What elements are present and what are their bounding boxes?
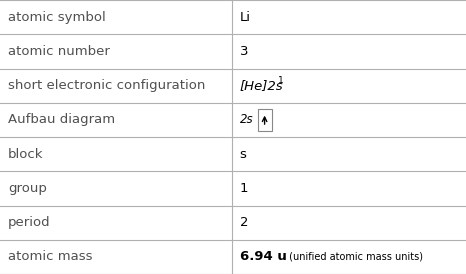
Text: 2s: 2s (240, 113, 253, 126)
Text: 3: 3 (240, 45, 248, 58)
Text: 1: 1 (278, 76, 283, 85)
Text: Li: Li (240, 11, 251, 24)
Text: block: block (8, 148, 43, 161)
Text: period: period (8, 216, 51, 229)
Text: atomic number: atomic number (8, 45, 110, 58)
Text: atomic symbol: atomic symbol (8, 11, 106, 24)
Text: Aufbau diagram: Aufbau diagram (8, 113, 115, 126)
Bar (258, 109, 272, 131)
Text: [He]2s: [He]2s (240, 79, 283, 92)
Text: atomic mass: atomic mass (8, 250, 92, 263)
Text: 2: 2 (240, 216, 248, 229)
Text: 6.94 u: 6.94 u (240, 250, 287, 263)
Text: s: s (240, 148, 247, 161)
Text: short electronic configuration: short electronic configuration (8, 79, 206, 92)
Text: 1: 1 (240, 182, 248, 195)
Text: group: group (8, 182, 47, 195)
Text: (unified atomic mass units): (unified atomic mass units) (286, 252, 423, 262)
